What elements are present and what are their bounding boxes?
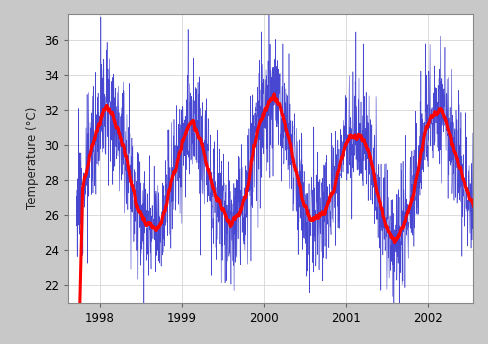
Y-axis label: Temperature (°C): Temperature (°C) <box>26 107 39 209</box>
